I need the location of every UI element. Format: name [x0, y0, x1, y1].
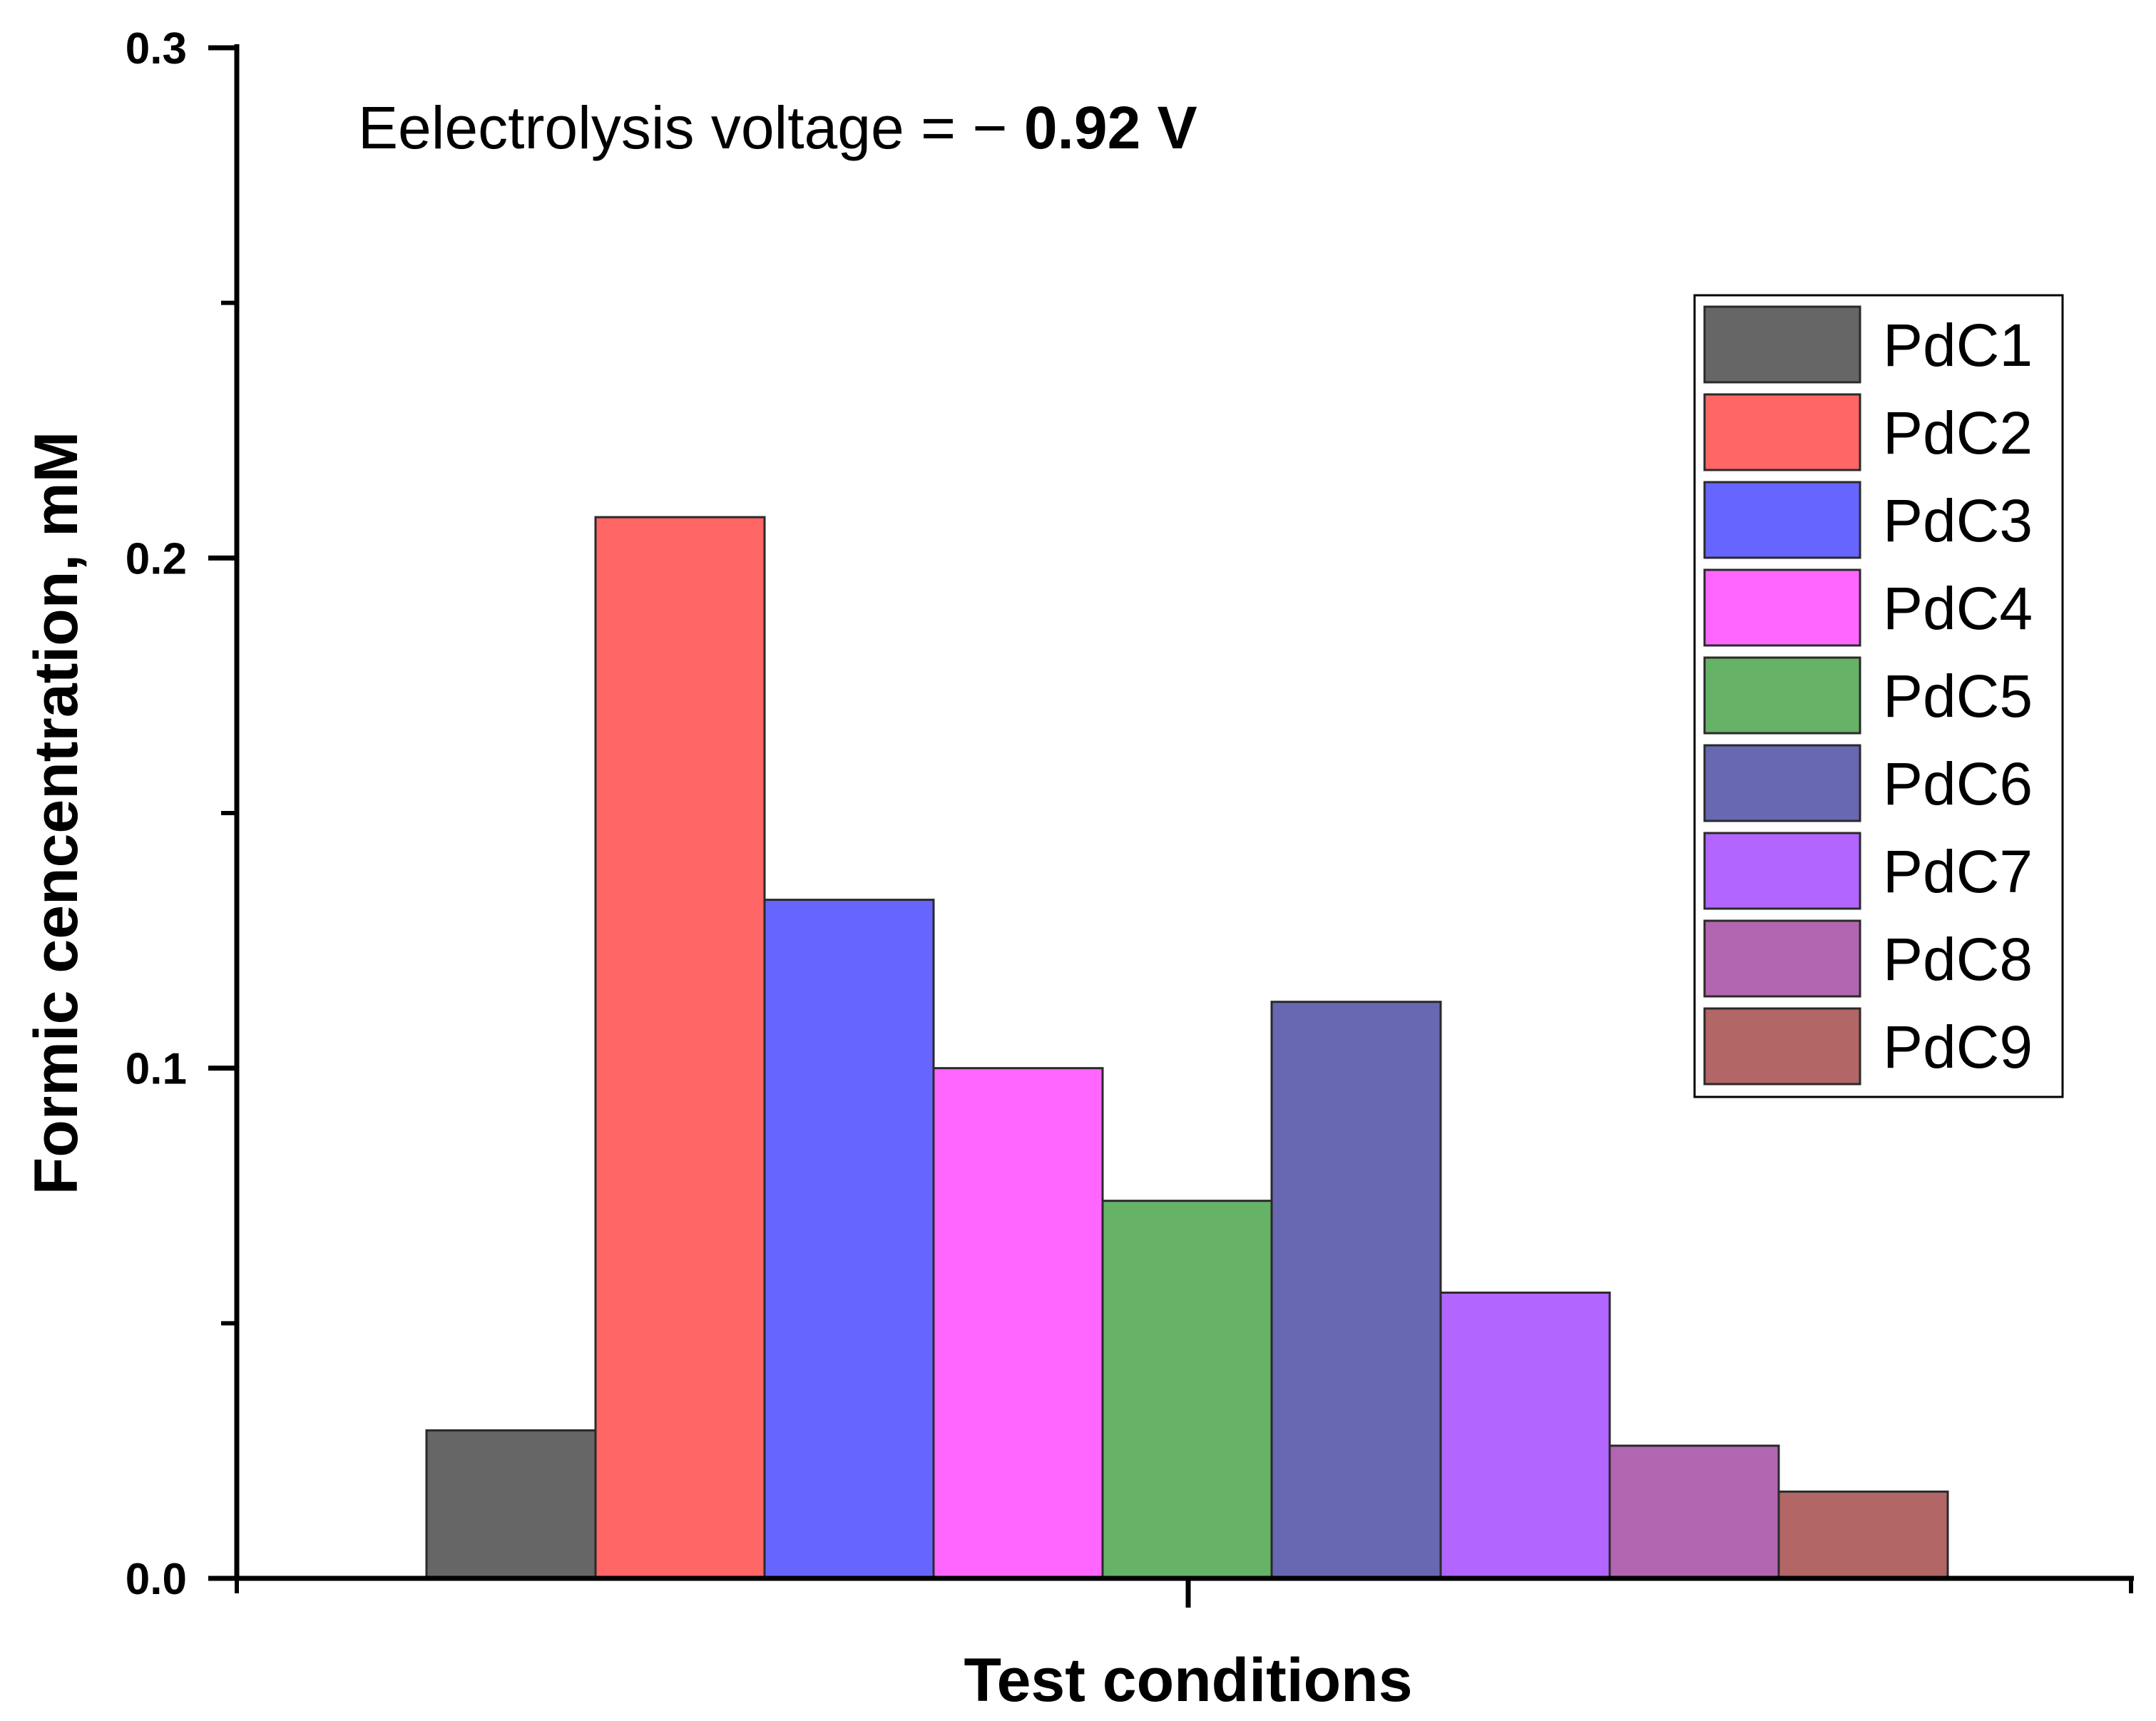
y-ticks: 0.0 0.1 0.2 0.3 [126, 24, 237, 1604]
voltage-annotation: Eelectrolysis voltage = − 0.92 V [358, 94, 1197, 161]
y-tick-label: 0.2 [126, 534, 187, 583]
legend-label-pdc3: PdC3 [1883, 487, 2033, 554]
legend-swatch-pdc9 [1703, 1007, 1861, 1086]
y-tick-label: 0.3 [126, 24, 187, 73]
legend-swatch-pdc3 [1703, 481, 1861, 559]
legend-label-pdc8: PdC8 [1883, 926, 2033, 993]
legend-label-pdc4: PdC4 [1883, 575, 2033, 642]
bars [425, 516, 1949, 1580]
y-tick-label: 0.1 [126, 1045, 187, 1094]
legend-swatch-pdc7 [1703, 832, 1861, 910]
legend-swatch-pdc5 [1703, 656, 1861, 735]
bar-pdc4 [932, 1067, 1104, 1580]
bar-pdc7 [1439, 1291, 1611, 1580]
legend-label-pdc7: PdC7 [1883, 838, 2033, 905]
legend-swatch-pdc2 [1703, 393, 1861, 471]
legend: PdC1 PdC2 PdC3 PdC4 PdC5 PdC6 PdC7 PdC8 PdC9 [1693, 294, 2064, 1098]
legend-swatch-pdc6 [1703, 744, 1861, 822]
bar-pdc6 [1270, 1001, 1442, 1580]
x-axis-title: Test conditions [964, 1646, 1412, 1715]
legend-swatch-pdc1 [1703, 305, 1861, 384]
legend-label-pdc2: PdC2 [1883, 399, 2033, 466]
bar-pdc5 [1101, 1200, 1273, 1580]
y-axis-title: Formic cencentration, mM [22, 431, 91, 1195]
bar-pdc2 [594, 516, 766, 1580]
legend-swatch-pdc8 [1703, 919, 1861, 998]
y-tick-label: 0.0 [126, 1555, 187, 1604]
legend-label-pdc1: PdC1 [1883, 312, 2033, 379]
voltage-annotation-value: 0.92 V [1024, 94, 1197, 161]
bar-pdc9 [1777, 1490, 1949, 1580]
bar-pdc3 [763, 899, 935, 1580]
legend-label-pdc6: PdC6 [1883, 750, 2033, 817]
bar-pdc8 [1608, 1444, 1780, 1580]
bar-pdc1 [425, 1429, 597, 1580]
voltage-annotation-prefix: Eelectrolysis voltage = − [358, 94, 1024, 161]
legend-swatch-pdc4 [1703, 568, 1861, 647]
legend-label-pdc5: PdC5 [1883, 663, 2033, 730]
legend-label-pdc9: PdC9 [1883, 1013, 2033, 1081]
